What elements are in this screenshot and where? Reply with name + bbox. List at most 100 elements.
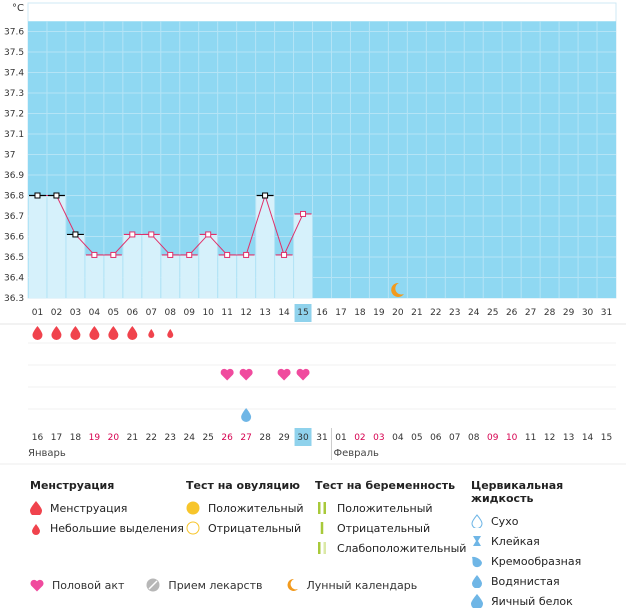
menstruation-drop: [108, 326, 119, 340]
date-label: 22: [146, 433, 157, 443]
cycle-day-label: 19: [373, 308, 385, 318]
moon-icon: [287, 578, 298, 591]
legend-egg-white-label: Яичный белок: [491, 594, 573, 608]
legend-pregnancy-negative-label: Отрицательный: [337, 521, 431, 535]
cycle-day-label: 11: [221, 308, 232, 318]
cycle-day-label: 15: [297, 308, 308, 318]
y-tick-label: 36.8: [4, 192, 24, 202]
cycle-day-label: 12: [240, 308, 251, 318]
blood-drop-icon: [30, 501, 42, 515]
today-date-highlight: [294, 428, 312, 446]
temperature-point: [262, 192, 269, 199]
temperature-bar: [85, 254, 104, 298]
date-label: 31: [316, 433, 327, 443]
y-tick-label: 36.3: [4, 294, 24, 304]
date-label: 23: [165, 433, 176, 443]
cycle-day-label: 20: [392, 308, 404, 318]
ovulation-positive-icon: [186, 501, 200, 515]
legend-dry-row: Сухо: [471, 511, 626, 531]
month-label: Январь: [28, 448, 66, 459]
temperature-point: [53, 192, 60, 199]
legend-intercourse: Половой акт: [30, 579, 124, 592]
legend-pregnancy-test: Тест на беременность Положительный Отриц…: [315, 479, 466, 558]
temperature-point: [91, 251, 98, 258]
creamy-drop-icon: [472, 556, 482, 568]
legend-cervical-title: Цервикальная жидкость: [471, 479, 564, 505]
y-tick-label: 36.5: [4, 253, 24, 263]
legend-watery-row: Водянистая: [471, 571, 626, 591]
temperature-point: [129, 231, 136, 238]
legend-medication-label: Прием лекарств: [168, 578, 263, 592]
cycle-day-label: 05: [108, 308, 119, 318]
date-label: 26: [221, 433, 233, 443]
cycle-day-label: 22: [430, 308, 441, 318]
date-label: 25: [202, 433, 213, 443]
y-tick-label: 36.9: [4, 171, 24, 181]
today-highlight: [294, 304, 312, 322]
legend-menstruation-row: Менструация: [30, 498, 184, 518]
cycle-day-label: 02: [51, 308, 62, 318]
cycle-day-label: 03: [70, 308, 81, 318]
spotting-drop: [148, 329, 155, 338]
legend-pregnancy-weak-row: Слабоположительный: [315, 538, 466, 558]
y-tick-label: 36.4: [4, 274, 24, 284]
cycle-day-label: 06: [127, 308, 139, 318]
watery-drop-icon: [472, 575, 482, 588]
legend-menstruation: Менструация Менструация Небольшие выделе…: [30, 479, 184, 538]
legend-ovulation-negative-row: Отрицательный: [186, 518, 304, 538]
date-label: 06: [430, 433, 442, 443]
temperature-bar: [66, 234, 85, 298]
date-label: 02: [354, 433, 365, 443]
date-label: 11: [525, 433, 536, 443]
temperature-point: [148, 231, 155, 238]
heart-icon: [30, 579, 44, 591]
temperature-bar: [256, 195, 275, 298]
cycle-day-label: 29: [563, 308, 575, 318]
date-label: 18: [70, 433, 82, 443]
cycle-day-label: 23: [449, 308, 460, 318]
temperature-bar: [294, 213, 313, 298]
pregnancy-weak-icon: [318, 542, 326, 554]
legend-ovulation-negative-label: Отрицательный: [208, 521, 302, 535]
dry-drop-icon: [471, 514, 483, 528]
legend-pregnancy-negative-row: Отрицательный: [315, 518, 466, 538]
temperature-bar: [47, 195, 66, 298]
ovulation-negative-icon: [186, 521, 200, 535]
legend-sticky-label: Клейкая: [491, 534, 540, 548]
y-tick-label: 37.1: [4, 130, 24, 140]
menstruation-drop: [51, 326, 62, 340]
y-tick-label: 37.6: [4, 28, 24, 38]
legend-cervical-fluid: Цервикальная жидкость Сухо Клейкая Кремо…: [471, 479, 626, 611]
cycle-day-label: 08: [165, 308, 177, 318]
heart-icon: [220, 368, 234, 381]
date-label: 30: [297, 433, 309, 443]
date-label: 24: [183, 433, 195, 443]
legend-pregnancy-title: Тест на беременность: [315, 479, 456, 492]
spotting-drop: [167, 329, 174, 338]
temperature-point: [205, 231, 212, 238]
date-label: 07: [449, 433, 460, 443]
temperature-bar: [161, 254, 180, 298]
legend-sticky-row: Клейкая: [471, 531, 626, 551]
date-label: 15: [601, 433, 612, 443]
date-label: 09: [487, 433, 499, 443]
legend-watery-label: Водянистая: [491, 574, 560, 588]
y-tick-label: 36.7: [4, 212, 24, 222]
cycle-day-label: 30: [582, 308, 594, 318]
legend-creamy-label: Кремообразная: [491, 554, 582, 568]
heart-icon: [239, 368, 253, 381]
y-tick-label: 36.6: [4, 233, 24, 243]
temperature-bar: [275, 254, 294, 298]
cycle-day-label: 21: [411, 308, 422, 318]
temperature-bar: [218, 254, 237, 298]
y-tick-label: 37: [4, 151, 15, 161]
temperature-point: [72, 231, 79, 238]
legend-bottom: Половой акт Прием лекарств Лунный календ…: [30, 578, 439, 592]
date-label: 05: [411, 433, 422, 443]
cycle-day-label: 10: [202, 308, 214, 318]
date-label: 10: [506, 433, 518, 443]
legend-ovulation-test: Тест на овуляцию Положительный Отрицател…: [186, 479, 304, 538]
sticky-icon: [473, 536, 481, 546]
cycle-day-label: 28: [544, 308, 556, 318]
date-label: 28: [259, 433, 271, 443]
